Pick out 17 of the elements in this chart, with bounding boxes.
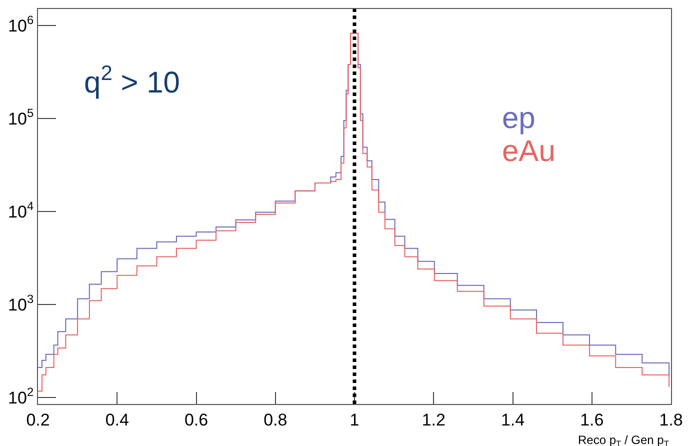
- y-tick-label: 10$^{3}$: [8, 292, 34, 314]
- x-tick-label: 0.4: [105, 410, 129, 430]
- x-tick-label: 1: [350, 410, 360, 430]
- y-tick-label: 10$^{2}$: [8, 385, 34, 408]
- y-tick-label: 10$^{6}$: [8, 13, 34, 36]
- text: eAu: [502, 135, 556, 168]
- x-tick-label: 0.6: [184, 410, 208, 430]
- annotation: q$^{2}$ > 10: [84, 62, 180, 100]
- y-tick-label: 10$^{4}$: [8, 199, 34, 222]
- x-tick-label: 1.6: [580, 410, 604, 430]
- x-tick-label: 0.2: [26, 410, 50, 430]
- y-tick-label: 10$^{5}$: [8, 106, 34, 128]
- text: ep: [502, 102, 536, 135]
- x-tick-label: 1.2: [422, 410, 446, 430]
- x-tick-label: 1.4: [500, 410, 525, 430]
- x-tick-label: 1.8: [659, 410, 683, 430]
- x-tick-label: 0.8: [264, 410, 288, 430]
